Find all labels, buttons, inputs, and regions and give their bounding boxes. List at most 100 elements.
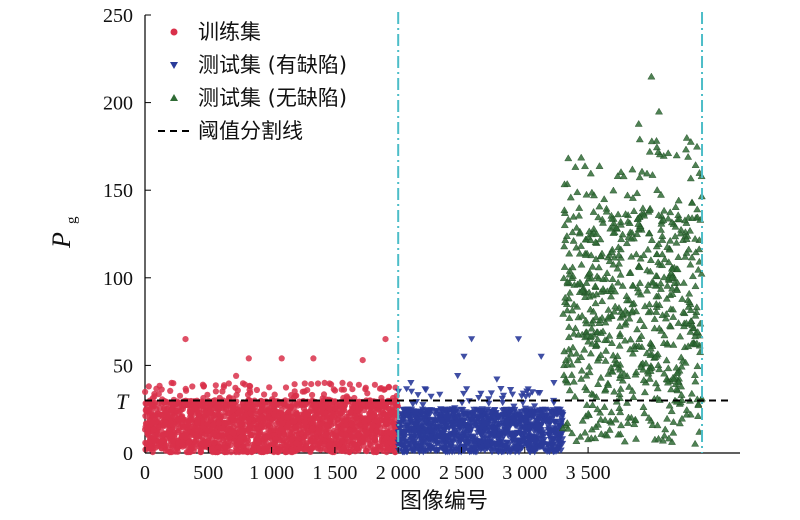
data-point (371, 381, 378, 388)
data-point (693, 142, 701, 150)
data-point (230, 438, 237, 445)
data-point (658, 232, 667, 239)
data-point (661, 425, 670, 433)
data-point (618, 376, 627, 384)
data-point (614, 278, 623, 286)
data-point (338, 438, 346, 445)
data-point (355, 440, 362, 448)
data-point (230, 429, 237, 437)
data-point (590, 191, 598, 199)
data-point (677, 362, 686, 370)
data-point (485, 415, 493, 422)
data-point (691, 332, 700, 340)
data-point (654, 434, 663, 442)
data-point (391, 449, 399, 456)
data-point (304, 429, 311, 436)
data-point (585, 368, 594, 376)
data-point (407, 380, 415, 387)
data-point (565, 288, 574, 296)
legend-marker (170, 28, 178, 36)
data-point (277, 447, 284, 454)
data-point (614, 251, 623, 258)
data-point (619, 172, 628, 180)
data-point (582, 371, 591, 379)
data-point (316, 421, 323, 428)
data-point (581, 428, 589, 436)
data-point (514, 410, 522, 417)
data-point (427, 427, 435, 434)
data-point (526, 424, 534, 431)
data-point (352, 413, 359, 420)
data-point (596, 415, 605, 423)
data-point (169, 437, 177, 444)
data-point (499, 400, 507, 407)
x-tick-label: 0 (140, 462, 150, 484)
data-point (295, 422, 302, 429)
data-point (257, 430, 264, 438)
data-point (204, 391, 211, 398)
data-point (502, 406, 510, 413)
data-point (260, 448, 268, 455)
data-point (362, 384, 369, 391)
data-point (453, 421, 462, 428)
data-point (616, 371, 625, 378)
data-point (645, 374, 654, 382)
data-point (561, 236, 570, 244)
data-point (403, 438, 411, 445)
data-point (593, 405, 602, 413)
data-point (644, 229, 653, 237)
data-point (488, 408, 497, 415)
data-point (150, 426, 157, 433)
data-point (685, 289, 694, 297)
data-point (553, 425, 561, 432)
data-point (309, 425, 316, 432)
data-point (317, 445, 324, 452)
data-point (340, 386, 348, 393)
data-point (415, 431, 423, 438)
data-point (259, 424, 266, 431)
data-point (544, 441, 552, 448)
data-point (442, 441, 450, 448)
data-point (444, 420, 452, 427)
data-point (531, 447, 539, 454)
data-point (312, 438, 319, 445)
data-point (559, 310, 568, 317)
data-point (377, 429, 384, 436)
data-point (562, 232, 571, 239)
data-point (629, 393, 638, 400)
data-point (366, 440, 373, 448)
data-point (660, 431, 669, 439)
data-point (217, 444, 225, 451)
data-point (668, 264, 676, 272)
data-point (346, 381, 353, 388)
data-point (376, 385, 384, 392)
data-point (266, 384, 273, 391)
data-point (566, 193, 575, 201)
data-point (536, 427, 544, 434)
legend-label: 测试集 (有缺陷) (198, 53, 347, 77)
data-point (635, 173, 644, 181)
data-point (548, 443, 556, 450)
data-point (539, 438, 547, 445)
data-point (682, 235, 691, 242)
data-point (572, 437, 581, 444)
data-point (385, 383, 392, 390)
data-point (398, 449, 407, 456)
data-point (301, 380, 308, 387)
data-point (237, 438, 244, 445)
data-point (634, 120, 643, 127)
data-point (602, 346, 610, 354)
data-point (359, 401, 366, 408)
data-point (278, 425, 285, 432)
data-point (427, 393, 435, 400)
data-point (475, 395, 483, 402)
data-point (245, 416, 252, 423)
data-point (646, 267, 655, 275)
data-point (182, 336, 189, 343)
data-point (480, 436, 488, 443)
data-point (660, 255, 669, 263)
data-point (565, 249, 574, 257)
data-point (591, 299, 600, 307)
data-point (587, 324, 596, 332)
data-point (531, 403, 539, 410)
